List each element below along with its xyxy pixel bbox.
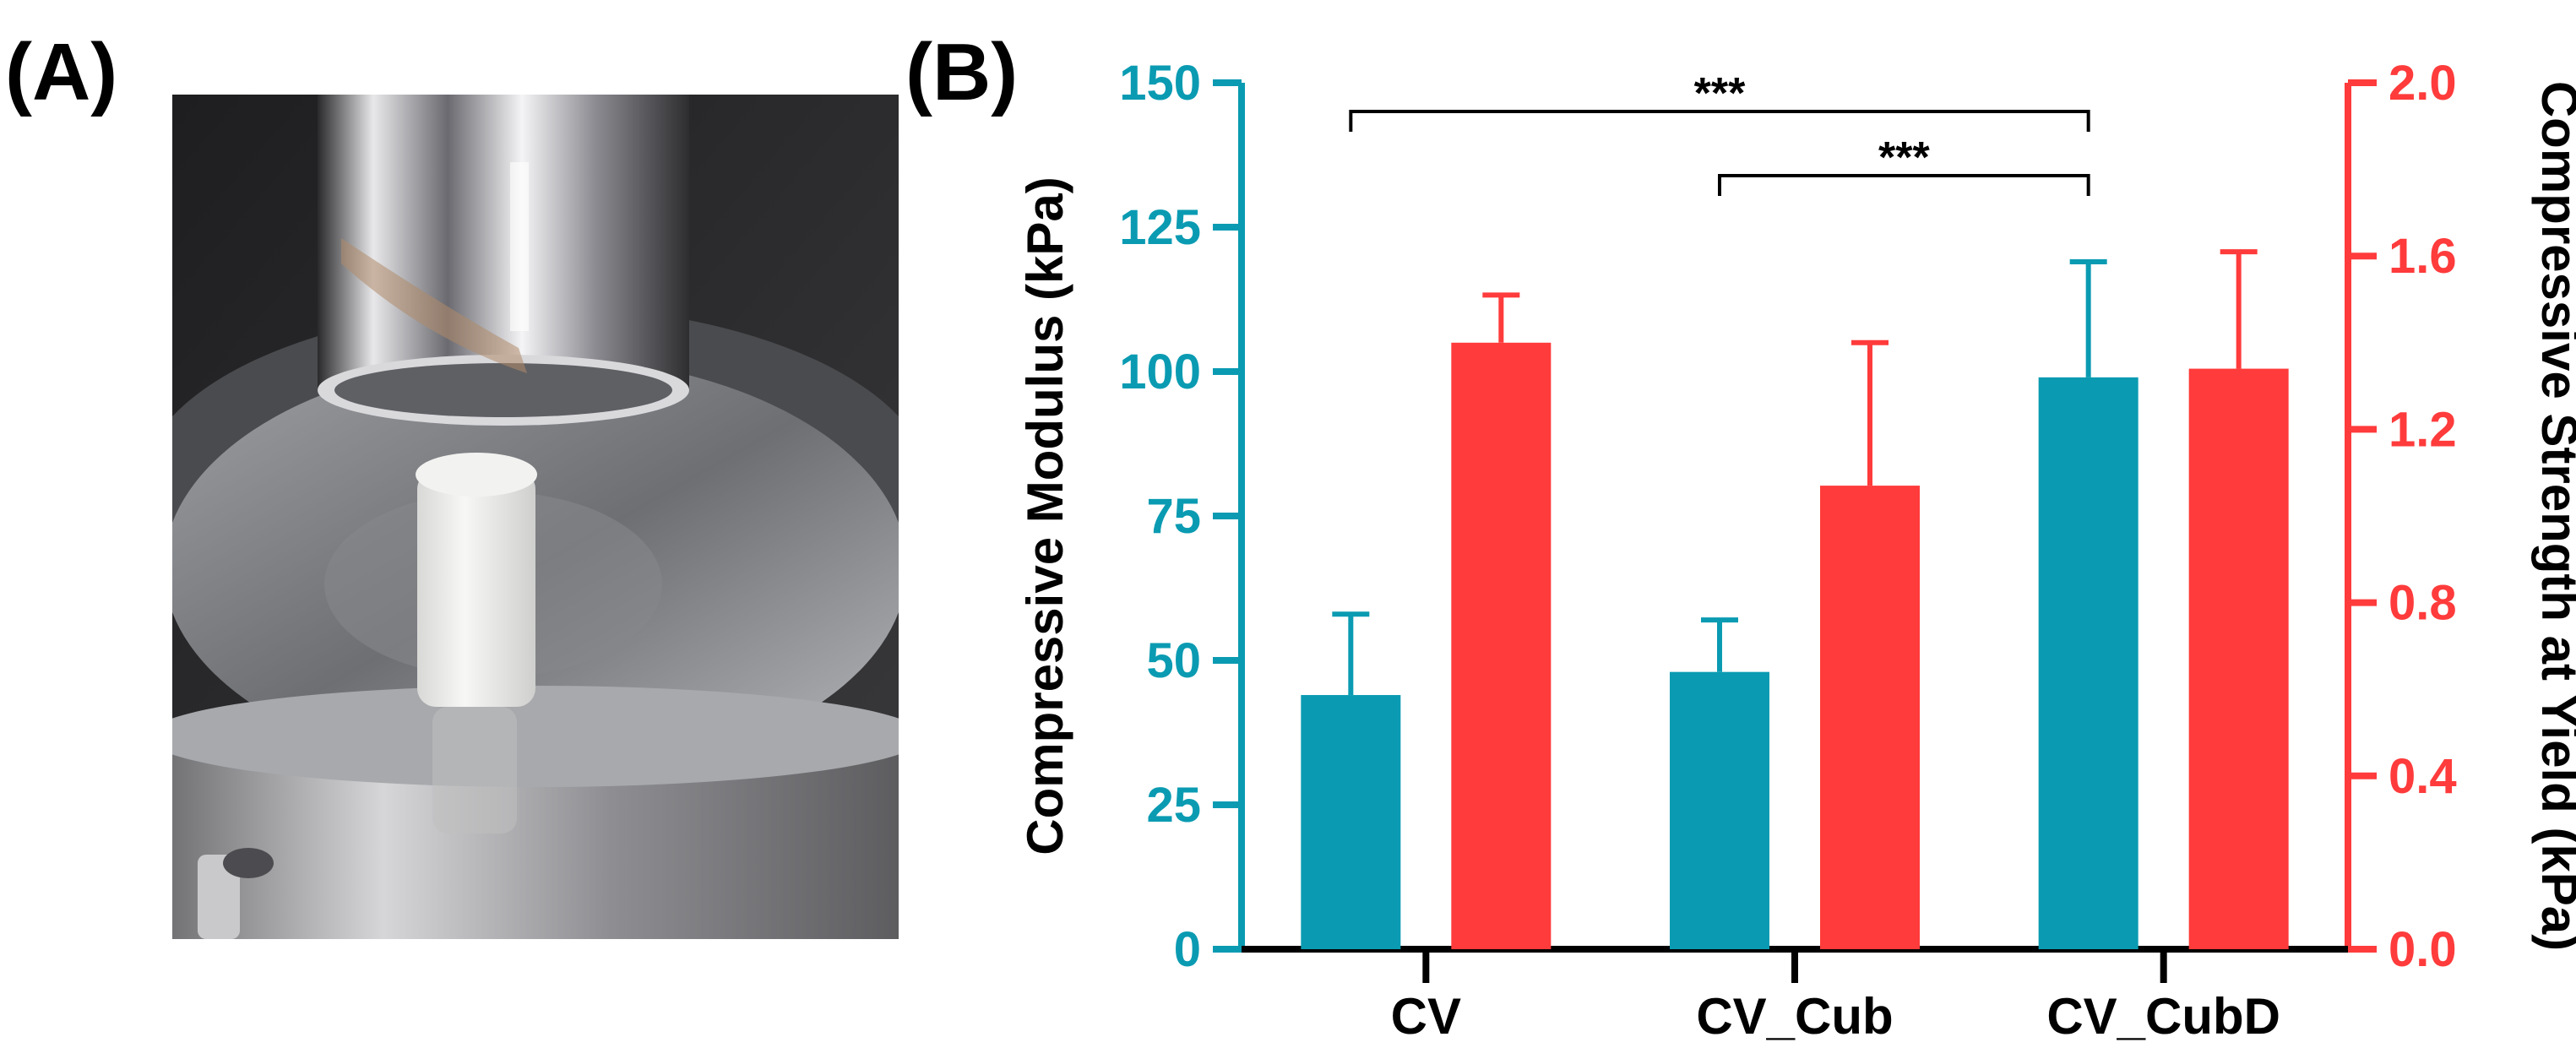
bar-series: [1301, 249, 2289, 950]
x-tick-label: CV: [1391, 988, 1461, 1045]
significance-bracket: [1718, 174, 2090, 196]
bar-right-cv-cubd: [2188, 368, 2289, 950]
bar-right-cv-cub: [1820, 486, 1920, 949]
right-tick-label: 1.2: [2389, 402, 2457, 457]
significance-label: ***: [1694, 69, 1746, 118]
left-tick-label: 125: [1119, 200, 1201, 255]
left-y-axis: 0 25 50 75 100 125 150 Compressive Modulus (kPa…: [1017, 56, 1245, 977]
right-y-axis: 0.0 0.4 0.8 1.2 1.6 2.0 Compressive Strength a…: [2345, 56, 2576, 977]
significance-label: ***: [1878, 133, 1930, 182]
bar-right-cv: [1451, 342, 1552, 949]
x-axis: CV CV_Cub CV_CubD: [1242, 946, 2348, 1045]
left-tick-label: 75: [1146, 489, 1201, 544]
significance-brackets: *** ***: [1349, 69, 2090, 196]
compression-test-photo: [172, 95, 899, 939]
right-tick-label: 2.0: [2389, 56, 2457, 111]
left-tick-label: 25: [1146, 778, 1201, 833]
bar-left-cv-cubd: [2038, 377, 2139, 950]
x-tick-label: CV_CubD: [2046, 988, 2280, 1045]
x-tick-label: CV_Cub: [1696, 988, 1893, 1045]
bar-left-cv: [1301, 695, 1401, 949]
right-tick-label: 0.4: [2389, 749, 2457, 804]
right-tick-label: 0.8: [2389, 576, 2457, 631]
left-tick-label: 100: [1119, 345, 1201, 399]
panel-label-a: (A): [5, 27, 118, 117]
panel-label-b: (B): [905, 27, 1019, 117]
right-axis-title: Compressive Strength at Yield (kPa): [2531, 81, 2576, 951]
right-tick-label: 1.6: [2389, 229, 2457, 284]
significance-bracket: [1349, 110, 2090, 132]
left-tick-label: 150: [1119, 56, 1201, 111]
left-axis-title: Compressive Modulus (kPa): [1017, 176, 1073, 855]
bar-left-cv-cub: [1670, 671, 1769, 949]
left-tick-label: 0: [1174, 922, 1201, 977]
right-tick-label: 0.0: [2389, 922, 2457, 977]
left-tick-label: 50: [1146, 633, 1201, 688]
